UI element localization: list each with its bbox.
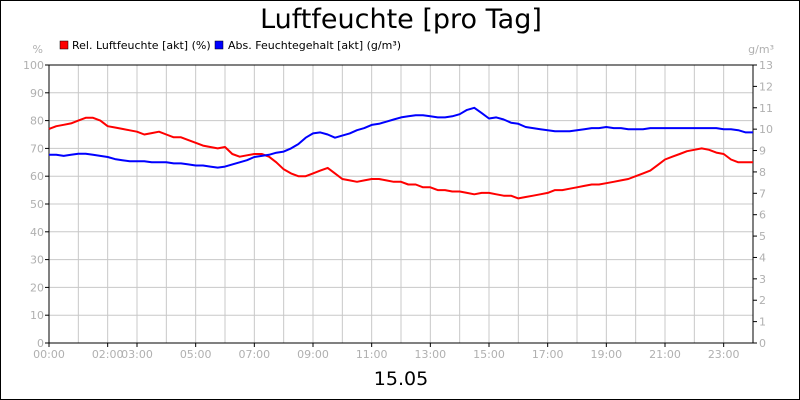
x-tick-label: 05:00 <box>180 348 212 361</box>
x-tick-label: 11:00 <box>356 348 388 361</box>
right-tick-label: 12 <box>759 80 773 93</box>
right-tick-label: 13 <box>759 59 773 72</box>
left-tick-label: 60 <box>30 170 44 183</box>
left-axis-unit: % <box>33 43 43 56</box>
left-tick-label: 30 <box>30 254 44 267</box>
grid <box>49 65 753 343</box>
right-tick-label: 11 <box>759 102 773 115</box>
left-tick-label: 90 <box>30 87 44 100</box>
right-tick-label: 4 <box>759 251 766 264</box>
right-tick-label: 10 <box>759 123 773 136</box>
series-line-absolute-humidity <box>49 106 753 169</box>
x-tick-label: 21:00 <box>649 348 681 361</box>
right-tick-label: 9 <box>759 145 766 158</box>
legend-swatch-relative-humidity <box>59 40 69 50</box>
left-tick-label: 20 <box>30 281 44 294</box>
right-tick-label: 6 <box>759 209 766 222</box>
x-tick-label: 23:00 <box>708 348 740 361</box>
legend-label-relative-humidity: Rel. Luftfeuchte [akt] (%) <box>72 39 211 52</box>
left-tick-label: 70 <box>30 142 44 155</box>
x-tick-label: 03:00 <box>121 348 153 361</box>
series-lines <box>48 106 753 200</box>
right-tick-label: 1 <box>759 316 766 329</box>
legend: Rel. Luftfeuchte [akt] (%) Abs. Feuchteg… <box>59 39 401 52</box>
x-tick-label: 07:00 <box>238 348 270 361</box>
left-y-axis: 0 10 20 30 40 50 60 70 80 90 100 <box>23 59 49 350</box>
series-line-relative-humidity <box>48 116 753 200</box>
left-tick-label: 10 <box>30 309 44 322</box>
x-tick-label: 02:00 <box>92 348 124 361</box>
right-tick-label: 3 <box>759 273 766 286</box>
left-tick-label: 0 <box>37 337 44 350</box>
x-tick-label: 17:00 <box>532 348 564 361</box>
date-label: 15.05 <box>373 368 429 390</box>
x-tick-label: 00:00 <box>33 348 65 361</box>
left-tick-label: 50 <box>30 198 44 211</box>
legend-label-absolute-humidity: Abs. Feuchtegehalt [akt] (g/m³) <box>228 39 401 52</box>
x-tick-label: 13:00 <box>414 348 446 361</box>
right-axis-unit: g/m³ <box>748 43 774 56</box>
left-tick-label: 40 <box>30 226 44 239</box>
chart-title: Luftfeuchte [pro Tag] <box>260 4 542 35</box>
right-tick-label: 2 <box>759 294 766 307</box>
right-tick-label: 7 <box>759 187 766 200</box>
right-tick-label: 5 <box>759 230 766 243</box>
legend-swatch-absolute-humidity <box>214 40 224 50</box>
x-tick-label: 09:00 <box>297 348 329 361</box>
right-tick-label: 0 <box>759 337 766 350</box>
left-tick-label: 100 <box>23 59 44 72</box>
right-tick-label: 8 <box>759 166 766 179</box>
x-tick-label: 15:00 <box>473 348 505 361</box>
x-tick-label: 19:00 <box>590 348 622 361</box>
left-tick-label: 80 <box>30 115 44 128</box>
